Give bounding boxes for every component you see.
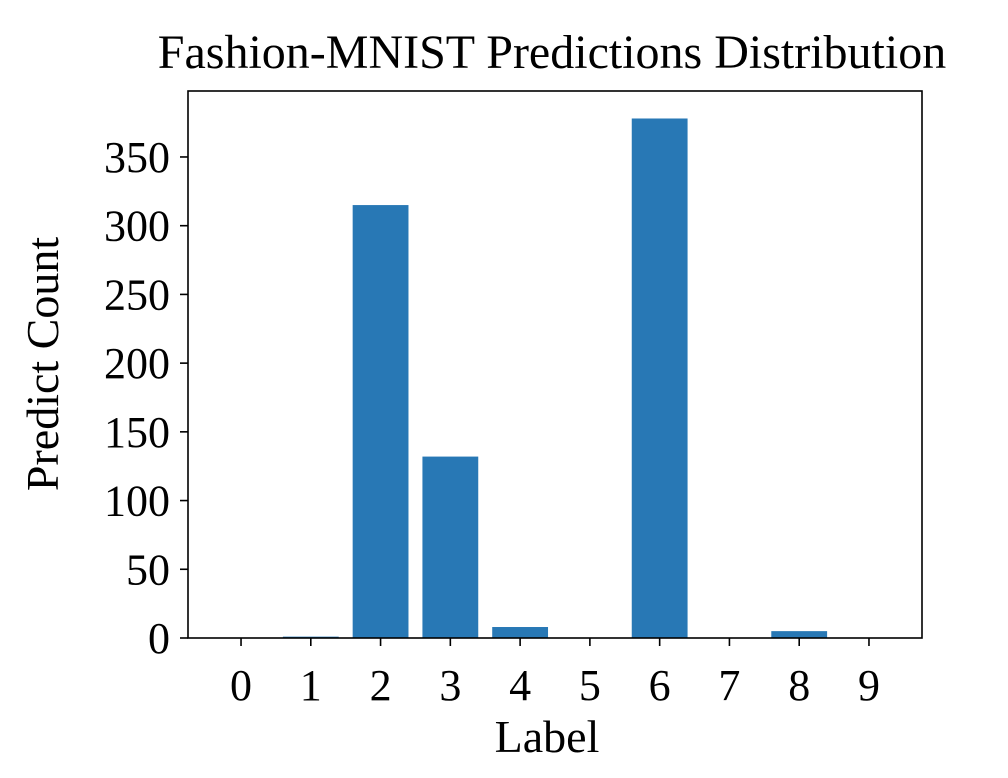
- x-tick-label: 9: [858, 661, 880, 710]
- x-tick-label: 6: [649, 661, 671, 710]
- bar-4: [492, 627, 549, 638]
- y-tick-label: 250: [104, 270, 170, 319]
- bar-2: [352, 205, 409, 638]
- y-tick-label: 100: [104, 477, 170, 526]
- plot-frame: [187, 90, 923, 639]
- chart-title: Fashion-MNIST Predictions Distribution: [158, 26, 946, 79]
- x-tick-label: 2: [370, 661, 392, 710]
- y-tick-label: 300: [104, 202, 170, 251]
- y-axis: 0 50 100 150 200 250 300 350: [104, 133, 188, 663]
- bar-8: [771, 631, 828, 638]
- y-tick-label: 150: [104, 408, 170, 457]
- x-tick-label: 4: [509, 661, 531, 710]
- x-axis-title: Label: [495, 711, 600, 762]
- y-tick-label: 350: [104, 133, 170, 182]
- x-tick-label: 1: [300, 661, 322, 710]
- x-tick-label: 7: [718, 661, 740, 710]
- x-tick-label: 0: [230, 661, 252, 710]
- x-tick-label: 3: [439, 661, 461, 710]
- bar-6: [631, 118, 688, 639]
- y-tick-label: 200: [104, 339, 170, 388]
- x-tick-label: 8: [788, 661, 810, 710]
- y-tick-label: 50: [126, 545, 170, 594]
- y-axis-title: Predict Count: [17, 237, 68, 491]
- bars-group: [282, 118, 828, 639]
- bar-3: [422, 456, 479, 638]
- x-tick-label: 5: [579, 661, 601, 710]
- y-tick-label: 0: [148, 614, 170, 663]
